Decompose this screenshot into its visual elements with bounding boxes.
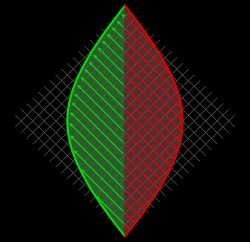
Polygon shape [68,6,125,236]
Polygon shape [125,6,182,236]
